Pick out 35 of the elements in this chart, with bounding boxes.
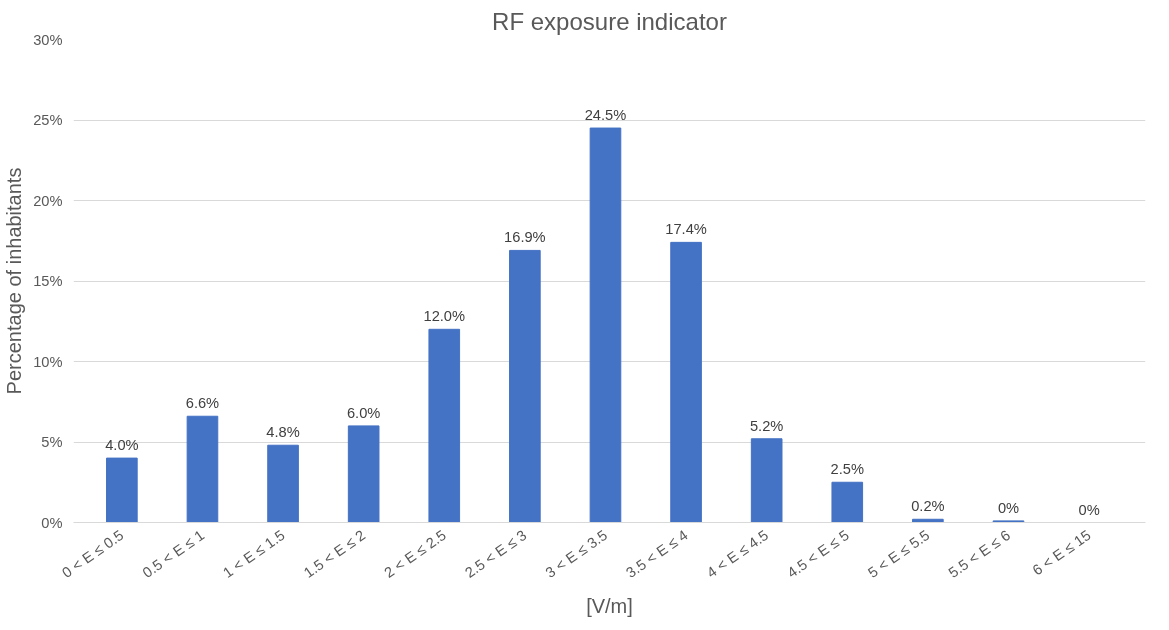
x-tick-label: 4 < E ≤ 4.5 xyxy=(703,526,772,581)
data-label: 4.8% xyxy=(266,424,300,441)
data-label: 16.9% xyxy=(504,229,546,246)
data-label: 4.0% xyxy=(105,437,139,454)
y-tick-label: 0% xyxy=(41,514,63,531)
x-tick-label: 2 < E ≤ 2.5 xyxy=(381,526,449,581)
data-label: 17.4% xyxy=(665,221,707,238)
data-label: 2.5% xyxy=(830,461,864,478)
y-tick-label: 30% xyxy=(33,31,63,48)
x-axis-title: [V/m] xyxy=(586,595,633,618)
data-label: 24.5% xyxy=(584,107,627,124)
x-tick-label: 5.5 < E ≤ 6 xyxy=(945,526,1014,581)
y-axis-title: Percentage of inhabitants xyxy=(3,167,26,395)
x-tick-label: 1 < E ≤ 1.5 xyxy=(220,526,288,581)
x-tick-label: 6 < E ≤ 15 xyxy=(1029,526,1094,579)
x-tick-label: 2.5 < E ≤ 3 xyxy=(461,526,530,581)
y-tick-label: 5% xyxy=(41,434,63,450)
x-tick-label: 5 < E ≤ 5.5 xyxy=(864,526,933,581)
x-tick-label: 3.5 < E ≤ 4 xyxy=(623,526,691,581)
x-tick-label: 1.5 < E ≤ 2 xyxy=(300,526,369,581)
y-tick-label: 15% xyxy=(33,273,63,289)
data-label: 0% xyxy=(997,499,1020,516)
chart-title: RF exposure indicator xyxy=(492,7,727,35)
data-label: 12.0% xyxy=(423,308,466,325)
data-label: 5.2% xyxy=(749,417,784,434)
x-tick-label: 0.5 < E ≤ 1 xyxy=(139,526,208,581)
data-label: 0.2% xyxy=(911,498,945,515)
x-tick-label: 3 < E ≤ 3.5 xyxy=(542,526,611,581)
y-tick-label: 10% xyxy=(33,353,63,370)
y-tick-label: 25% xyxy=(33,112,63,128)
data-label: 0% xyxy=(1078,501,1100,518)
y-tick-label: 20% xyxy=(33,192,63,209)
x-tick-label: 4.5 < E ≤ 5 xyxy=(784,526,852,581)
data-label: 6.0% xyxy=(346,404,381,421)
data-label: 6.6% xyxy=(185,395,220,412)
